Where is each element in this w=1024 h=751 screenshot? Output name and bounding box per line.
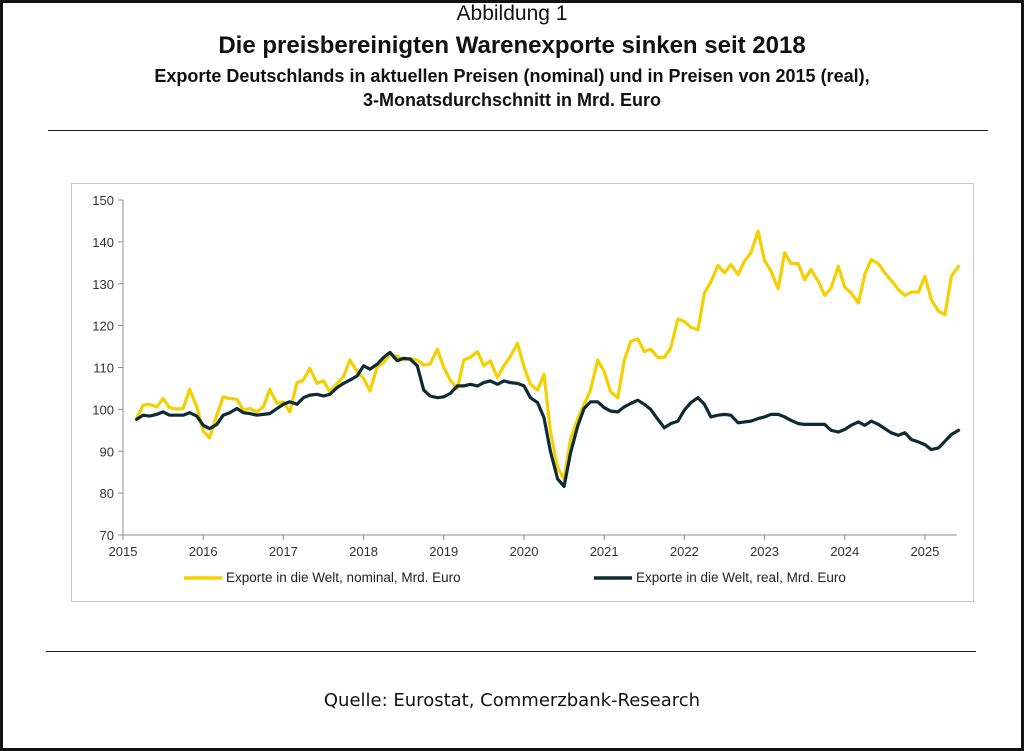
y-tick-label: 70 [100,528,114,543]
legend: Exporte in die Welt, nominal, Mrd. Euro E… [184,570,846,585]
series-line-nominal [135,229,961,481]
figure-label: Abbildung 1 [456,2,568,25]
legend-label-nominal: Exporte in die Welt, nominal, Mrd. Euro [226,570,461,585]
x-tick-label: 2019 [429,544,458,559]
y-tick-label: 140 [92,235,114,250]
source-note: Quelle: Eurostat, Commerzbank-Research [323,690,701,711]
x-tick-label: 2016 [189,544,218,559]
y-tick-label: 90 [100,444,114,459]
series-line-real [135,350,961,488]
line-chart: 70 80 90 100 110 120 130 140 150 2015 2016 2017 2018… [92,193,961,585]
x-tick-label: 2022 [670,544,699,559]
x-tick-label: 2025 [910,544,939,559]
chart-title: Die preisbereinigten Warenexporte sinken… [218,32,806,59]
series-lines [135,229,961,488]
x-tick-label: 2015 [109,544,138,559]
bottom-divider [46,651,976,652]
y-tick-label: 130 [92,277,114,292]
top-divider [48,130,988,131]
chart-subtitle-line2: 3-Monatsdurchschnitt in Mrd. Euro [362,90,661,110]
x-tick-label: 2018 [349,544,378,559]
y-tick-label: 100 [92,402,114,417]
x-tick-label: 2024 [830,544,859,559]
axes: 70 80 90 100 110 120 130 140 150 2015 2016 2017 2018… [92,193,957,559]
x-tick-label: 2020 [510,544,539,559]
x-tick-label: 2021 [590,544,619,559]
chart-subtitle-line1: Exporte Deutschlands in aktuellen Preise… [154,66,870,86]
y-tick-label: 80 [100,486,114,501]
x-tick-label: 2017 [269,544,298,559]
y-tick-label: 110 [93,361,114,376]
chart-panel: 70 80 90 100 110 120 130 140 150 2015 2016 2017 2018… [71,183,974,602]
x-tick-label: 2023 [750,544,779,559]
y-tick-label: 150 [92,193,114,208]
y-tick-label: 120 [92,319,114,334]
legend-label-real: Exporte in die Welt, real, Mrd. Euro [636,570,846,585]
